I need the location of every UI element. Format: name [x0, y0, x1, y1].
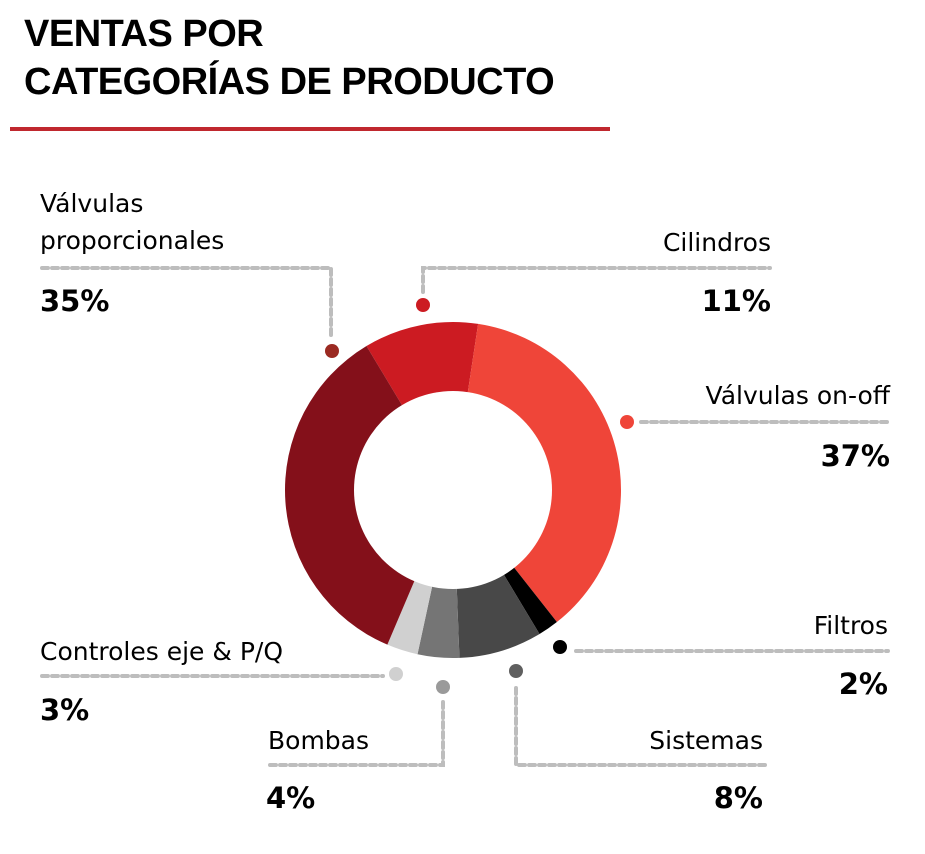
label-proporcionales-line2: proporcionales: [40, 226, 224, 255]
dot-filtros: [553, 640, 567, 654]
dot-bombas: [436, 680, 450, 694]
label-controles: Controles eje & P/Q: [40, 637, 283, 666]
title-line-2: CATEGORÍAS DE PRODUCTO: [24, 61, 555, 103]
value-onoff: 37%: [821, 439, 890, 473]
dot-proporcionales: [325, 344, 339, 358]
slice-controles: [387, 577, 433, 655]
dot-onoff: [620, 415, 634, 429]
title-underline: [10, 127, 610, 131]
value-proporcionales: 35%: [40, 284, 109, 318]
chart-title: VENTAS POR CATEGORÍAS DE PRODUCTO: [24, 10, 555, 106]
label-onoff: Válvulas on-off: [706, 381, 891, 410]
slice-sistemas: [456, 571, 540, 658]
label-sistemas: Sistemas: [649, 726, 763, 755]
value-sistemas: 8%: [714, 781, 763, 815]
value-cilindros: 11%: [702, 284, 771, 318]
leader-bombas: [266, 700, 445, 767]
label-filtros: Filtros: [814, 611, 888, 640]
leader-lines: [40, 266, 892, 767]
callout-labels: Válvulas proporcionales 35% Cilindros 11…: [40, 189, 891, 815]
label-proporcionales-line1: Válvulas: [40, 189, 143, 218]
leader-cilindros: [421, 266, 772, 294]
value-filtros: 2%: [839, 667, 888, 701]
dot-cilindros: [416, 298, 430, 312]
slice-filtros: [501, 564, 557, 635]
slice-onoff: [467, 323, 622, 623]
dot-controles: [389, 667, 403, 681]
slice-bombas: [417, 582, 460, 658]
callout-dots: [325, 298, 634, 694]
label-cilindros: Cilindros: [663, 228, 771, 257]
donut-hole: [354, 391, 552, 589]
label-bombas: Bombas: [268, 726, 369, 755]
leader-proporcionales: [40, 266, 333, 340]
value-controles: 3%: [40, 693, 89, 727]
leader-sistemas: [514, 686, 767, 767]
title-line-1: VENTAS POR: [24, 13, 264, 55]
value-bombas: 4%: [266, 781, 315, 815]
dot-sistemas: [509, 664, 523, 678]
slice-cilindros: [366, 321, 479, 409]
